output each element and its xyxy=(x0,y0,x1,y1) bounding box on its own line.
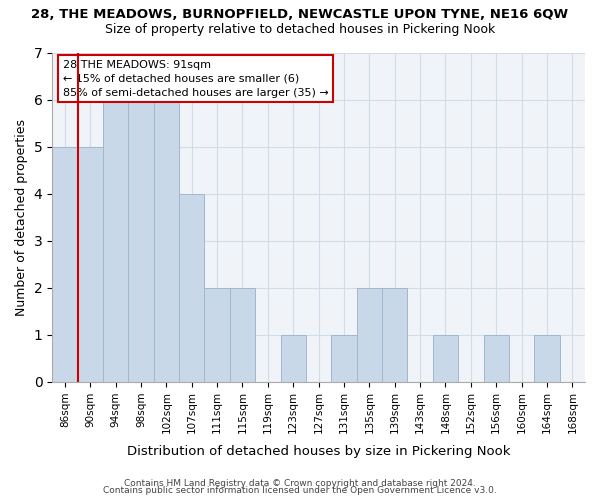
Text: 28, THE MEADOWS, BURNOPFIELD, NEWCASTLE UPON TYNE, NE16 6QW: 28, THE MEADOWS, BURNOPFIELD, NEWCASTLE … xyxy=(31,8,569,20)
Bar xyxy=(281,334,306,382)
Bar xyxy=(484,334,509,382)
Bar xyxy=(128,100,154,382)
Bar xyxy=(205,288,230,382)
Text: Contains HM Land Registry data © Crown copyright and database right 2024.: Contains HM Land Registry data © Crown c… xyxy=(124,478,476,488)
Bar xyxy=(154,100,179,382)
Bar xyxy=(433,334,458,382)
Bar xyxy=(52,147,77,382)
Bar xyxy=(382,288,407,382)
X-axis label: Distribution of detached houses by size in Pickering Nook: Distribution of detached houses by size … xyxy=(127,444,511,458)
Bar xyxy=(179,194,205,382)
Y-axis label: Number of detached properties: Number of detached properties xyxy=(15,119,28,316)
Bar xyxy=(103,100,128,382)
Bar xyxy=(77,147,103,382)
Bar xyxy=(331,334,356,382)
Text: Contains public sector information licensed under the Open Government Licence v3: Contains public sector information licen… xyxy=(103,486,497,495)
Text: Size of property relative to detached houses in Pickering Nook: Size of property relative to detached ho… xyxy=(105,22,495,36)
Text: 28 THE MEADOWS: 91sqm
← 15% of detached houses are smaller (6)
85% of semi-detac: 28 THE MEADOWS: 91sqm ← 15% of detached … xyxy=(63,60,329,98)
Bar xyxy=(356,288,382,382)
Bar xyxy=(534,334,560,382)
Bar xyxy=(230,288,255,382)
